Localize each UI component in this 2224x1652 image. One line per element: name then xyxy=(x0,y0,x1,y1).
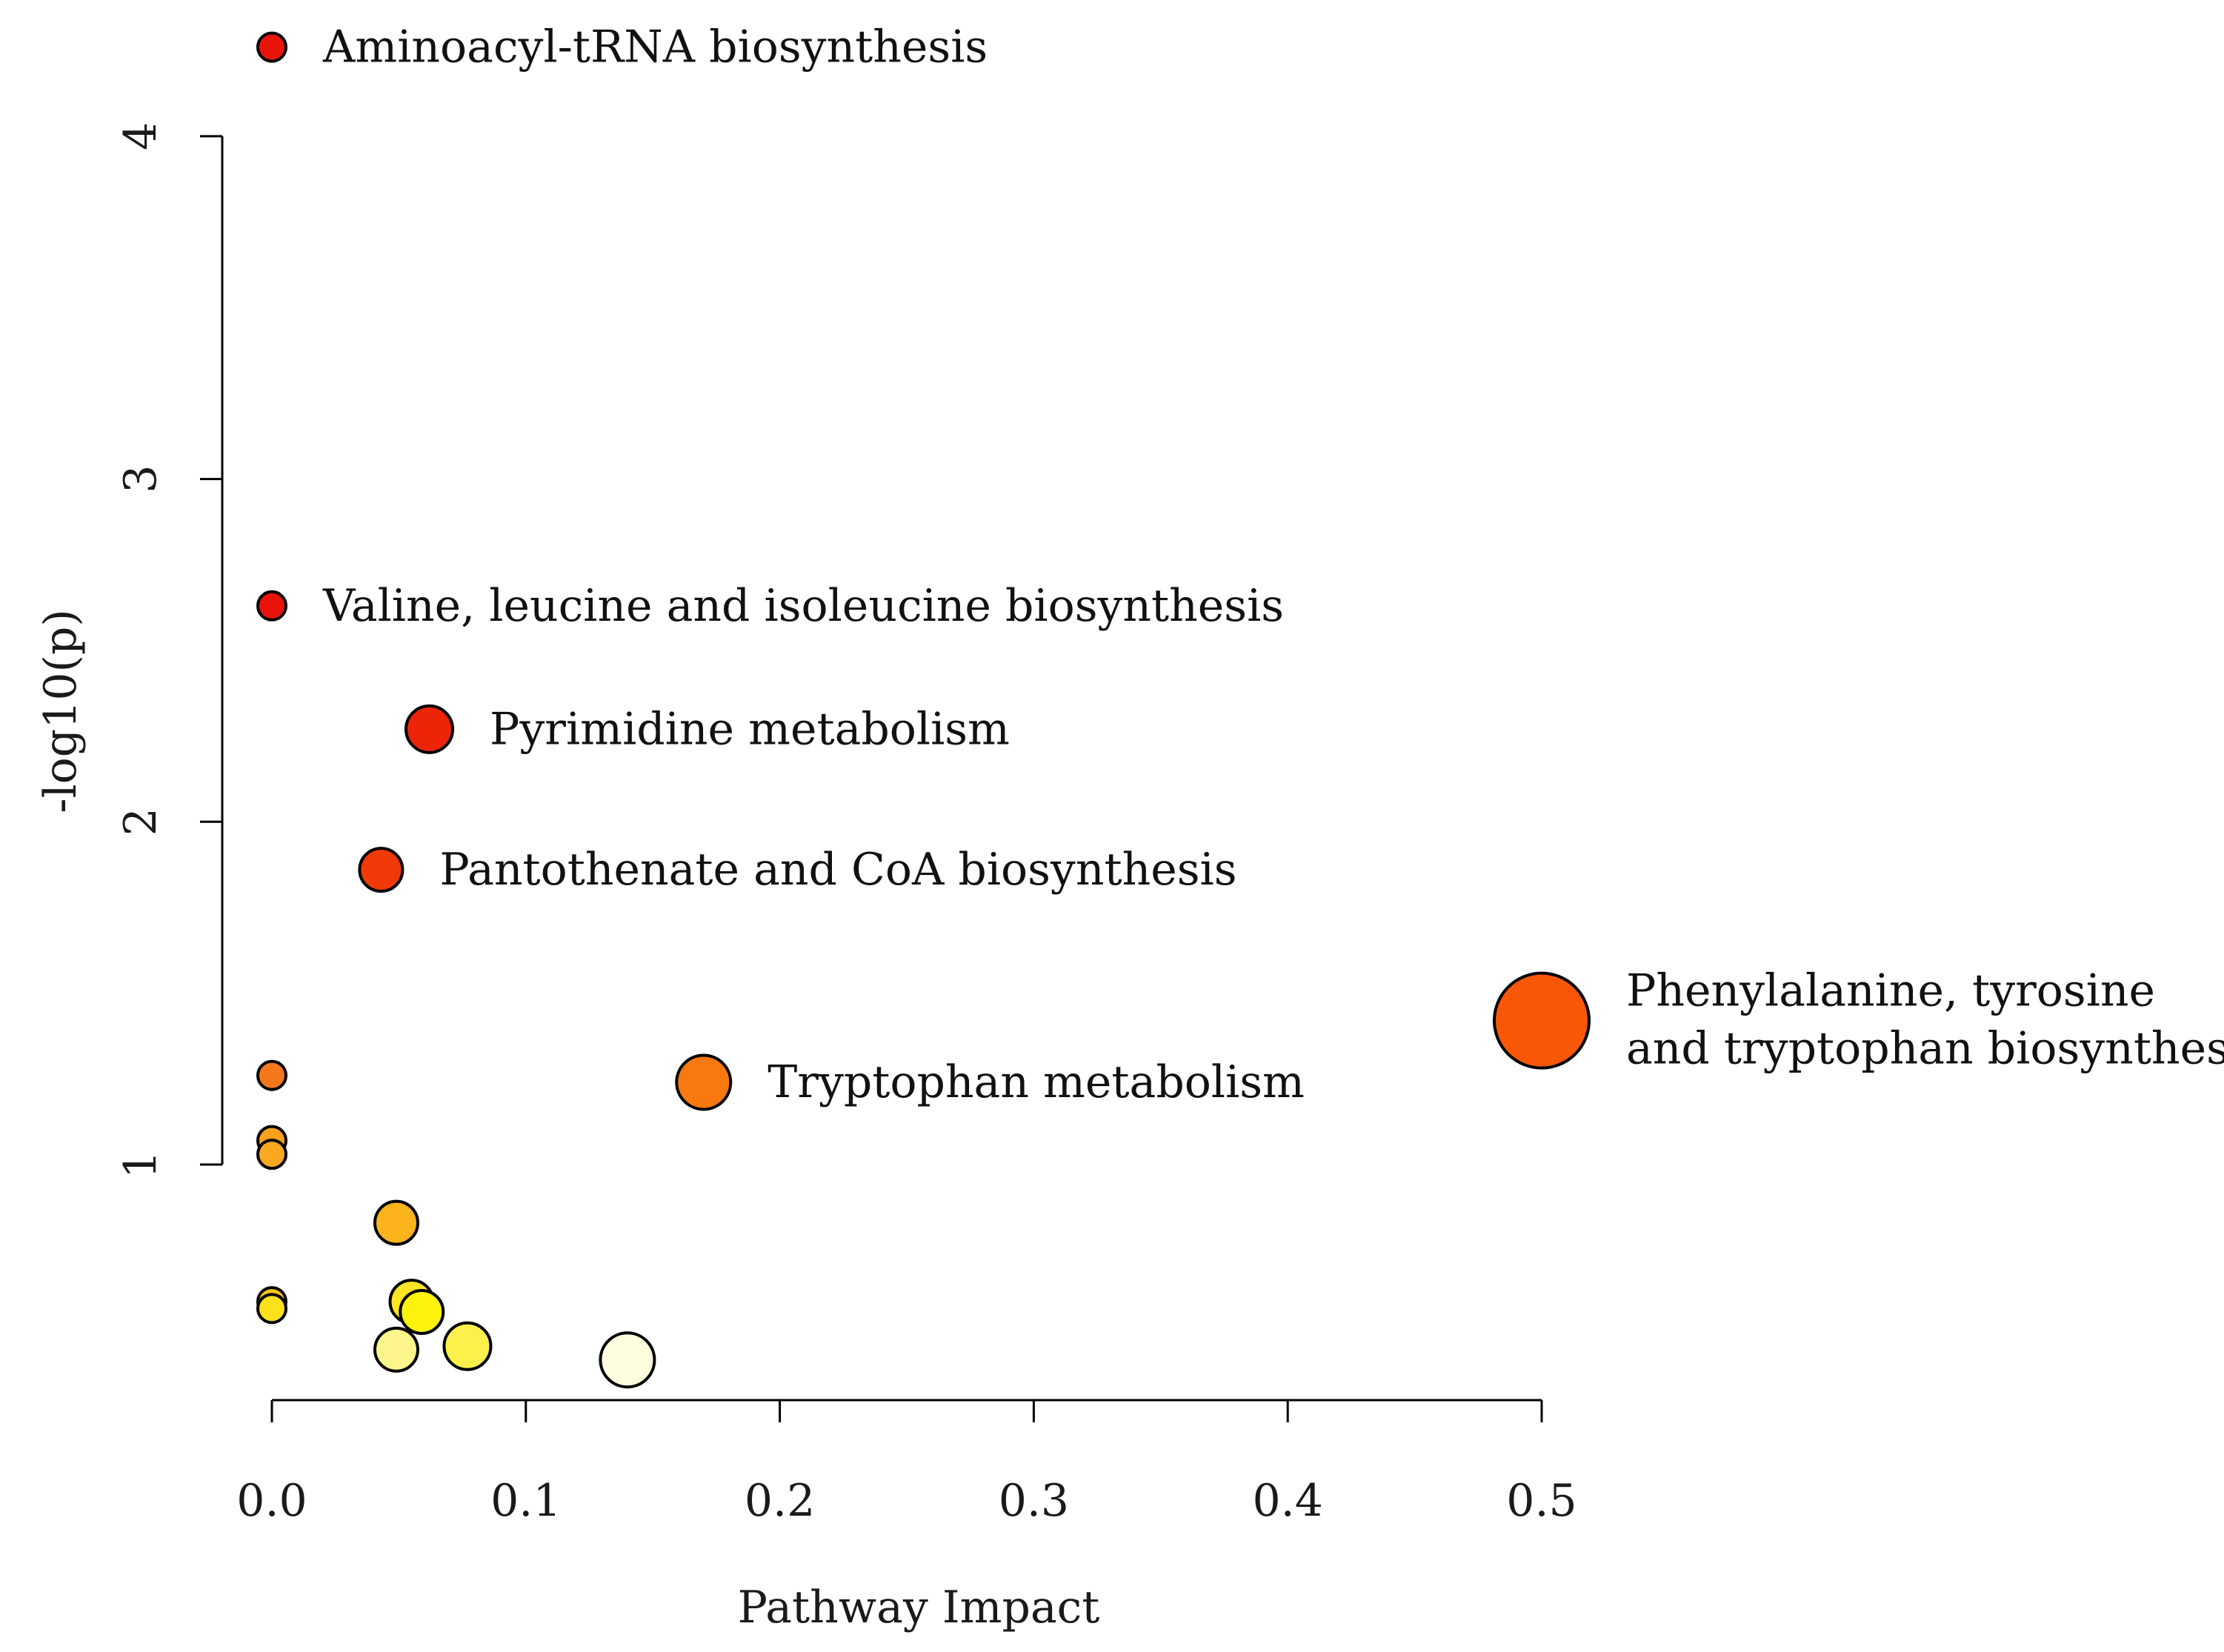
x-tick-label: 0.0 xyxy=(236,1475,307,1527)
x-tick-label: 0.3 xyxy=(999,1475,1069,1527)
y-tick-label: 2 xyxy=(115,807,167,836)
bubble-series xyxy=(256,31,1591,1389)
x-tick-label: 0.2 xyxy=(745,1475,815,1527)
point-label: Valine, leucine and isoleucine biosynthe… xyxy=(322,580,1284,632)
bubble-point xyxy=(256,590,287,622)
point-label: Pyrimidine metabolism xyxy=(490,703,1010,755)
point-label: Phenylalanine, tyrosine and tryptophan bi… xyxy=(1626,965,2224,1075)
bubble-point xyxy=(256,1059,287,1091)
y-axis-ticks: 1 2 3 4 xyxy=(115,122,222,1179)
x-axis-title: Pathway Impact xyxy=(738,1582,1100,1633)
chart-axes: 1 2 3 4 0.0 0.1 0.2 0.3 0.4 0.5 xyxy=(115,122,1577,1527)
point-labels: Aminoacyl-tRNA biosynthesis Valine, leuci… xyxy=(322,21,2224,1108)
x-tick-label: 0.5 xyxy=(1506,1475,1577,1527)
y-tick-label: 4 xyxy=(115,122,167,150)
bubble-point xyxy=(399,1288,445,1335)
y-axis-title: -log10(p) xyxy=(35,609,87,813)
x-axis-ticks: 0.0 0.1 0.2 0.3 0.4 0.5 xyxy=(236,1400,1577,1527)
x-tick-label: 0.4 xyxy=(1252,1475,1322,1527)
y-tick-label: 3 xyxy=(115,465,167,493)
point-label: Tryptophan metabolism xyxy=(768,1056,1305,1108)
bubble-point xyxy=(256,1293,287,1325)
bubble-point xyxy=(404,704,455,754)
y-tick-label: 1 xyxy=(115,1150,167,1179)
bubble-point xyxy=(442,1321,493,1371)
bubble-point xyxy=(256,1139,287,1170)
x-tick-label: 0.1 xyxy=(490,1475,561,1527)
bubble-point xyxy=(358,847,404,893)
bubble-point xyxy=(599,1331,656,1389)
bubble-point xyxy=(373,1326,419,1373)
bubble-point xyxy=(1493,971,1591,1070)
point-label: Aminoacyl-tRNA biosynthesis xyxy=(322,21,988,73)
bubble-point xyxy=(256,31,287,63)
bubble-point xyxy=(675,1053,733,1111)
point-label: Pantothenate and CoA biosynthesis xyxy=(439,844,1236,896)
bubble-point xyxy=(373,1199,419,1246)
